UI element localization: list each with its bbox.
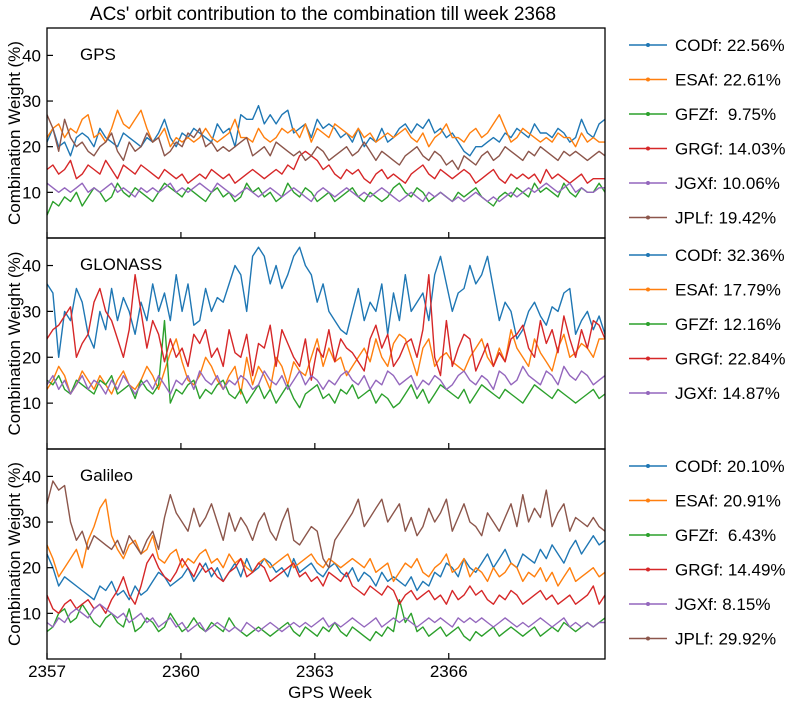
series-line-gfzf-glonass (46, 319, 606, 409)
legend-marker (646, 181, 650, 185)
legend-marker (646, 636, 650, 641)
panel-galileo: 10 20 30 40 2357 2360 2363 2366 Galileo Combinati… (5, 448, 786, 681)
legend-marker (646, 146, 650, 151)
legend-marker (646, 464, 650, 468)
y-axis-label: Combination Weight (%) (5, 462, 24, 646)
series-line-jgxf-galileo (46, 603, 605, 633)
series-line-esaf-gps (46, 109, 605, 148)
series-line-jplf-gps (46, 114, 606, 171)
y-tick-label: 40 (22, 467, 41, 486)
series-line-grgf-galileo (46, 553, 606, 614)
legend-marker (646, 43, 650, 47)
legend-marker (646, 287, 650, 292)
legend-label: CODf: 20.10% (675, 457, 785, 476)
y-tick-label: 40 (22, 46, 41, 65)
legend-label: ESAf: 20.91% (675, 492, 781, 511)
y-tick-label: 20 (22, 138, 41, 157)
x-tick-label: 2366 (430, 662, 468, 681)
panel-label: GLONASS (80, 255, 162, 274)
legend-label: JGXf: 10.06% (675, 174, 780, 193)
series-line-codf-galileo (46, 535, 606, 601)
y-tick-label: 40 (22, 257, 41, 276)
plot-frame (46, 27, 606, 239)
y-axis-label: Combination Weight (%) (5, 252, 24, 436)
legend-marker (646, 356, 650, 361)
x-tick-label: 2363 (296, 662, 334, 681)
y-tick-label: 20 (22, 559, 41, 578)
y-tick-label: 10 (22, 604, 41, 623)
y-axis-label: Combination Weight (%) (5, 41, 24, 225)
x-axis-label: GPS Week (288, 683, 372, 702)
legend-label: GFZf: 6.43% (675, 526, 776, 545)
legend-label: GRGf: 22.84% (675, 350, 786, 369)
legend-marker (646, 322, 650, 326)
legend-marker (646, 77, 650, 82)
legend-label: GRGf: 14.49% (675, 561, 786, 580)
legend-glonass: CODf: 32.36% ESAf: 17.79% GFZf: 12.16% GRGf… (629, 246, 786, 403)
series-line-codf-gps (46, 104, 606, 157)
legend-galileo: CODf: 20.10% ESAf: 20.91% GFZf: 6.43% GRGf:… (629, 457, 786, 649)
series-line-gfzf-galileo (46, 599, 606, 642)
legend-gps: CODf: 22.56% ESAf: 22.61% GFZf: 9.75% GRGf:… (629, 36, 786, 228)
legend-label: JPLf: 19.42% (675, 209, 776, 228)
series-line-jgxf-gps (46, 182, 605, 203)
legend-marker (646, 567, 650, 572)
legend-marker (646, 498, 650, 503)
legend-marker (646, 112, 650, 116)
panel-label: Galileo (80, 466, 133, 485)
legend-label: ESAf: 22.61% (675, 71, 781, 90)
panel-gps: 10 20 30 40 GPS Combination Weight (%) CODf: 2… (5, 27, 786, 239)
y-tick-label: 30 (22, 92, 41, 111)
x-tick-label: 2360 (162, 662, 200, 681)
plot-frame (46, 448, 606, 660)
series-line-grgf-gps (46, 150, 605, 184)
x-tick-label: 2357 (28, 662, 66, 681)
panel-glonass: 10 20 30 40 GLONASS Combination Weight (%) COD… (5, 237, 786, 450)
legend-label: GFZf: 12.16% (675, 315, 781, 334)
legend-marker (646, 602, 650, 606)
series-line-jplf-galileo (46, 480, 606, 569)
series-line-grgf-glonass (46, 274, 606, 381)
legend-marker (646, 215, 650, 220)
legend-marker (646, 253, 650, 257)
legend-label: CODf: 32.36% (675, 246, 785, 265)
legend-label: JGXf: 14.87% (675, 384, 780, 403)
y-tick-label: 30 (22, 513, 41, 532)
panels: 10 20 30 40 GPS Combination Weight (%) CODf: 2… (5, 27, 786, 681)
series-line-jgxf-glonass (46, 365, 606, 395)
figure-title: ACs' orbit contribution to the combinati… (90, 4, 556, 25)
y-tick-label: 10 (22, 394, 41, 413)
y-tick-label: 30 (22, 302, 41, 321)
y-tick-label: 10 (22, 183, 41, 202)
legend-label: CODf: 22.56% (675, 36, 785, 55)
y-tick-label: 20 (22, 348, 41, 367)
series-line-gfzf-gps (46, 182, 606, 216)
legend-label: GFZf: 9.75% (675, 105, 776, 124)
legend-label: JGXf: 8.15% (675, 595, 770, 614)
legend-label: ESAf: 17.79% (675, 281, 781, 300)
legend-label: GRGf: 14.03% (675, 140, 786, 159)
legend-marker (646, 533, 650, 537)
legend-marker (646, 391, 650, 395)
legend-label: JPLf: 29.92% (675, 630, 776, 649)
panel-label: GPS (80, 45, 116, 64)
